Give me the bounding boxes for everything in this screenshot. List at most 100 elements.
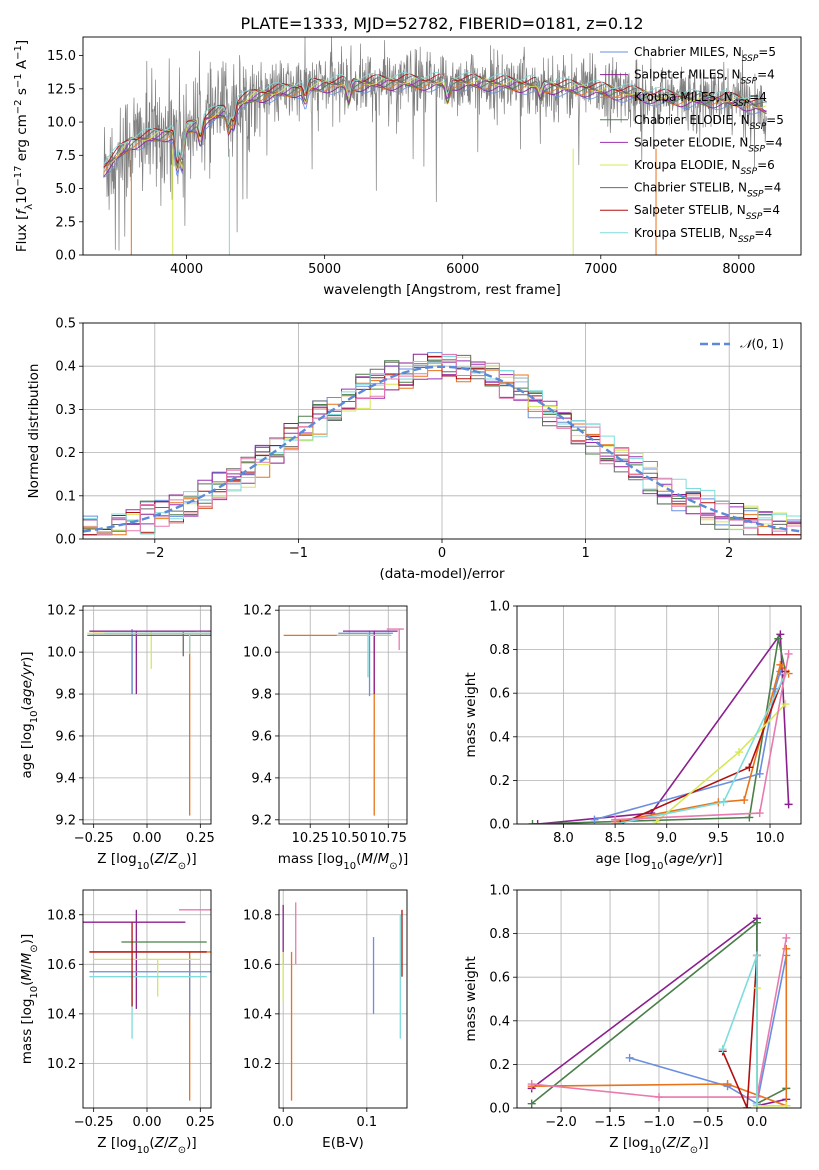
legend-entry-9: Kroupa STELIB, NSSP=4 xyxy=(634,226,772,245)
mass_weight_vs_Z-xlabel-part: )] xyxy=(698,1135,709,1151)
residuals-ytick-label: 0.4 xyxy=(55,360,76,375)
mass_vs_Z-frame xyxy=(82,889,212,1109)
residual-histogram-8 xyxy=(83,355,801,536)
mass_weight_vs_Z-marker xyxy=(527,1099,536,1108)
legend-entry-5: Salpeter ELODIE, NSSP=4 xyxy=(634,135,783,154)
residuals-frame xyxy=(82,322,802,540)
mass_weight_vs_age-marker xyxy=(774,634,783,643)
age_vs_mass-xtick-label: 10.25 xyxy=(292,831,329,846)
mass_weight_vs_Z-marker xyxy=(718,1045,727,1054)
spectrum-ylabel: Flux [fλ10−17 erg cm−2 s−1 A−1] xyxy=(13,40,35,252)
mass_vs_EBV-axes: 0.0 0.1 10.2 10.4 10.6 10.8 E(B-V) xyxy=(243,889,408,1151)
mass_vs_Z-xlabel-part: )] xyxy=(186,1135,197,1151)
mass_weight_vs_Z-xlabel-part: Z xyxy=(666,1135,677,1151)
spectrum-frame xyxy=(82,36,802,256)
spectrum-axes: 4000 5000 6000 7000 8000 0.0 2.5 5.0 7.5 10.0 12.5… xyxy=(13,36,802,298)
mass_weight_vs_age-xtick-label: 9.0 xyxy=(656,831,677,846)
mass_weight_vs_Z-marker xyxy=(655,1093,663,1102)
legend-model-name: Salpeter ELODIE xyxy=(634,135,732,149)
mass_weight_vs_age-marker xyxy=(755,809,764,818)
age_vs_Z-plot-area xyxy=(87,629,211,816)
legend-nssp-prefix: , N xyxy=(716,90,733,104)
age_vs_Z-axes: −0.25 0.00 0.259.29.49.69.810.010.2Z [log1… xyxy=(19,604,215,872)
age_vs_Z-ytick-label: 10.0 xyxy=(47,646,76,661)
mass_weight_vs_Z-xlabel: Z [log10(Z/Z⊙)] xyxy=(609,1135,708,1156)
mass_vs_Z-ytick-label: 10.2 xyxy=(47,1057,76,1072)
age_vs_Z-xlabel-part: Z [log xyxy=(97,851,136,867)
mass_vs_Z-ylabel-part: M xyxy=(19,969,35,981)
observed-spectrum-line xyxy=(103,37,767,251)
mass_weight_vs_Z-xtick-label: −1.5 xyxy=(594,1115,626,1130)
mass_vs_Z-xlabel-part: Z xyxy=(154,1135,165,1151)
residuals-ytick-label: 0.1 xyxy=(55,489,76,504)
age_vs_mass-xlabel-part: / xyxy=(373,851,378,867)
age_vs_Z-ytick-label: 9.4 xyxy=(55,771,76,786)
spectrum-ylabel-part: −1 xyxy=(13,45,24,60)
age_vs_mass-ytick-label: 10.0 xyxy=(243,646,272,661)
mass_weight_vs_Z-xtick-label: −2.0 xyxy=(545,1115,577,1130)
mass_vs_EBV-xtick-label: 0.0 xyxy=(273,1115,294,1130)
residuals-ytick-label: 0.0 xyxy=(55,533,76,548)
mass_vs_EBV-plot-area xyxy=(282,902,403,1101)
mass_weight_vs_age-marker xyxy=(776,660,785,669)
legend-nssp-sub: SSP xyxy=(748,144,765,154)
age_vs_Z-xtick-label: −0.25 xyxy=(74,831,114,846)
legend-nssp-sub: SSP xyxy=(741,167,758,177)
legend-nssp-prefix: , N xyxy=(724,158,741,172)
mass_weight_vs_age-xlabel-part: 10 xyxy=(651,861,664,872)
legend-nssp-value: 4 xyxy=(775,135,783,149)
legend-nssp-eq: = xyxy=(757,68,767,82)
model-spectrum-8 xyxy=(103,73,767,168)
residuals-xtick-label: −1 xyxy=(289,546,308,561)
mass_vs_Z-xlabel-part: Z [log xyxy=(97,1135,136,1151)
legend-nssp-prefix: , N xyxy=(730,181,747,195)
mass_weight_vs_Z-marker xyxy=(782,1101,791,1108)
mass_weight_vs_age-marker xyxy=(611,815,620,824)
mass_vs_Z-xlabel: Z [log10(Z/Z⊙)] xyxy=(97,1135,196,1156)
mass_weight_vs_Z-plot-area xyxy=(527,914,791,1108)
legend-model-name: Kroupa MILES xyxy=(634,90,716,104)
mass_vs_Z-ylabel-part: 10 xyxy=(29,986,40,999)
spectrum-xtick-label: 4000 xyxy=(170,262,203,277)
mass_weight_vs_Z-marker xyxy=(752,951,761,960)
mass_vs_EBV-frame xyxy=(278,889,408,1109)
legend-model-name: Salpeter MILES xyxy=(634,68,724,82)
residuals-xtick-label: 1 xyxy=(581,546,589,561)
spectrum-ytick-label: 5.0 xyxy=(55,182,76,197)
residuals-ytick-label: 0.3 xyxy=(55,403,76,418)
mass_weight_vs_Z-xlabel-part: ( xyxy=(661,1135,666,1151)
normal-legend-symbol: 𝒩 xyxy=(740,337,755,351)
age_vs_Z-xtick-label: 0.00 xyxy=(133,831,162,846)
mass_weight_vs_Z-xlabel-part: Z [log xyxy=(609,1135,648,1151)
mass_weight_vs_age-ylabel: mass weight xyxy=(463,672,479,757)
legend-nssp-value: 4 xyxy=(767,68,775,82)
mass_weight_vs_Z-ylabel: mass weight xyxy=(463,956,479,1041)
mass_vs_Z-xtick-label: −0.25 xyxy=(74,1115,114,1130)
age_vs_Z-ylabel-part: )] xyxy=(19,651,35,662)
age_vs_Z-xlabel-part: Z xyxy=(168,851,179,867)
mass_weight_vs_age-marker xyxy=(616,820,625,824)
spectrum-ytick-label: 7.5 xyxy=(55,149,76,164)
legend-nssp-value: 4 xyxy=(759,90,767,104)
mass_weight_vs_age-xlabel-part: ( xyxy=(663,851,668,867)
age_vs_mass-xlabel-part: )] xyxy=(398,851,409,867)
mass_weight_vs_Z-series-5 xyxy=(531,937,788,1098)
legend-nssp-sub: SSP xyxy=(733,99,750,109)
mass_weight_vs_age-marker xyxy=(784,649,793,658)
mass_vs_Z-ytick-label: 10.6 xyxy=(47,958,76,973)
residual-histogram-10 xyxy=(83,353,801,536)
residuals-xtick-label: 2 xyxy=(725,546,733,561)
spectrum-ylabel-part: erg cm xyxy=(14,114,30,165)
mass_weight_vs_Z-marker xyxy=(782,933,791,942)
spectrum-ylabel-part: ] xyxy=(14,40,30,45)
legend-nssp-value: 5 xyxy=(776,113,784,127)
mass_vs_Z-ylabel-part: mass [log xyxy=(19,999,35,1065)
age_vs_Z-ylabel-part: age/yr xyxy=(19,661,35,706)
age_vs_mass-xlabel-part: ( xyxy=(356,851,361,867)
spectrum-ylabel-part: 10 xyxy=(14,187,30,204)
mass_vs_Z-xlabel-part: ( xyxy=(149,1135,154,1151)
figure-title: PLATE=1333, MJD=52782, FIBERID=0181, z=0… xyxy=(240,14,643,33)
mass_weight_vs_age-ytick-label: 0.4 xyxy=(489,730,510,745)
